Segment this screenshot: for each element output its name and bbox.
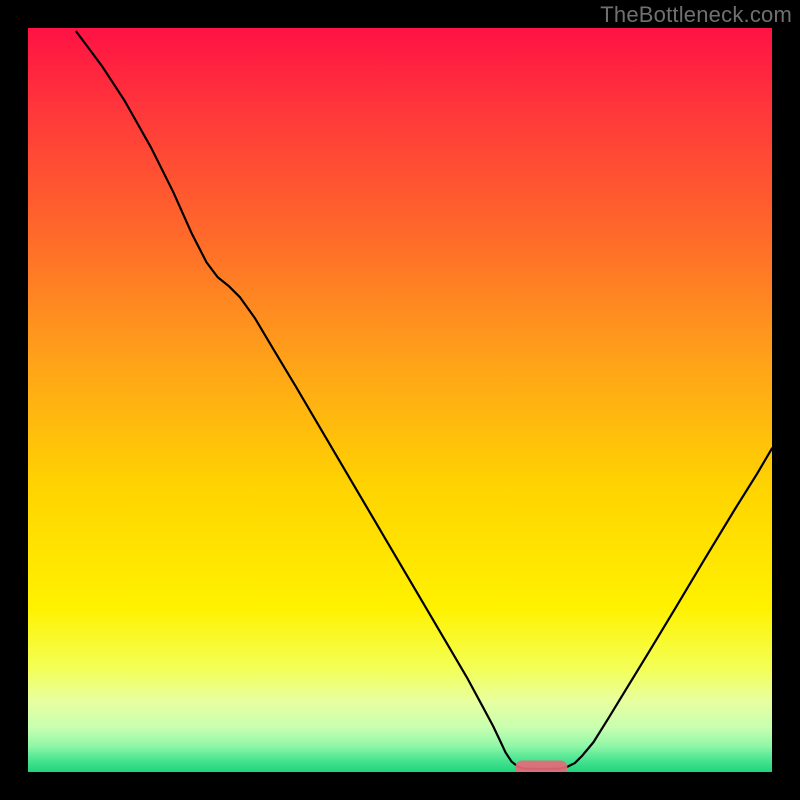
plot-region xyxy=(28,28,772,772)
optimal-marker xyxy=(515,760,567,772)
chart-container: TheBottleneck.com xyxy=(0,0,800,800)
watermark-text: TheBottleneck.com xyxy=(600,2,792,28)
gradient-background xyxy=(28,28,772,772)
chart-svg xyxy=(28,28,772,772)
